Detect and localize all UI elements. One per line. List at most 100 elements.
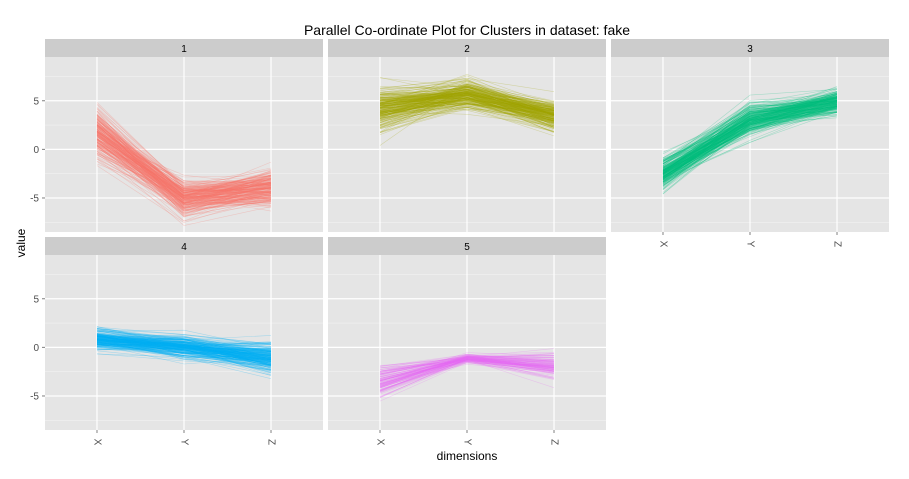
data-line xyxy=(379,92,555,106)
facet-panels: 1 5 0 -5 2 3 X Y Z 4 5 0 -5 X Y Z 5 X Y Z xyxy=(30,39,889,446)
data-line xyxy=(379,84,555,146)
data-line xyxy=(96,337,272,365)
data-line xyxy=(379,93,555,122)
data-line xyxy=(379,357,555,386)
data-line xyxy=(379,84,555,113)
data-line xyxy=(379,355,555,372)
data-line xyxy=(379,89,555,115)
data-line xyxy=(96,330,272,353)
data-line xyxy=(662,111,838,190)
data-line xyxy=(96,329,272,351)
data-line xyxy=(662,96,838,167)
data-line xyxy=(379,92,555,116)
data-line xyxy=(96,139,272,217)
data-line xyxy=(96,132,272,196)
data-line xyxy=(379,92,555,111)
data-line xyxy=(96,145,272,194)
data-line xyxy=(379,89,555,128)
data-line xyxy=(379,100,555,107)
data-line xyxy=(662,102,838,179)
data-line xyxy=(379,354,555,375)
data-line xyxy=(96,343,272,359)
data-line xyxy=(379,92,555,120)
data-line xyxy=(379,358,555,398)
data-line xyxy=(379,109,555,133)
data-line xyxy=(379,353,555,388)
data-line xyxy=(379,96,555,112)
data-line xyxy=(379,80,555,109)
data-line xyxy=(96,332,272,360)
data-line xyxy=(96,140,272,202)
data-line xyxy=(662,100,838,178)
data-line xyxy=(662,102,838,172)
data-line xyxy=(662,101,838,176)
data-line xyxy=(96,106,272,189)
data-line xyxy=(96,330,272,345)
data-line xyxy=(662,101,838,172)
data-line xyxy=(96,146,272,202)
data-line xyxy=(379,352,555,383)
data-line xyxy=(96,114,272,188)
data-line xyxy=(96,126,272,194)
data-line xyxy=(662,108,838,178)
data-line xyxy=(662,92,838,171)
data-line xyxy=(379,360,555,382)
data-line xyxy=(96,338,272,360)
data-line xyxy=(662,107,838,183)
data-line xyxy=(379,94,555,113)
data-line xyxy=(662,106,838,177)
data-line xyxy=(379,107,555,137)
data-line xyxy=(379,358,555,379)
data-line xyxy=(379,359,555,388)
data-line xyxy=(379,86,555,107)
data-line xyxy=(379,361,555,398)
data-line xyxy=(96,344,272,371)
data-line xyxy=(379,88,555,117)
data-line xyxy=(96,333,272,355)
data-line xyxy=(379,91,555,117)
data-line xyxy=(96,343,272,360)
data-line xyxy=(379,96,555,120)
data-line xyxy=(662,99,838,178)
data-line xyxy=(96,126,272,192)
data-line xyxy=(662,101,838,178)
data-line xyxy=(662,97,838,175)
data-line xyxy=(379,102,555,125)
data-line xyxy=(662,102,838,168)
data-line xyxy=(662,103,838,174)
data-line xyxy=(379,94,555,119)
data-line xyxy=(379,91,555,112)
data-line xyxy=(96,129,272,202)
data-line xyxy=(96,125,272,195)
data-line xyxy=(379,88,555,111)
data-line xyxy=(662,101,838,171)
data-line xyxy=(96,333,272,356)
data-line xyxy=(96,127,272,200)
series-lines xyxy=(379,348,555,402)
data-line xyxy=(379,362,555,390)
data-line xyxy=(96,343,272,365)
data-line xyxy=(379,77,555,109)
data-line xyxy=(379,85,555,124)
data-line xyxy=(96,338,272,373)
data-line xyxy=(379,85,555,109)
data-line xyxy=(379,78,555,117)
data-line xyxy=(96,121,272,206)
data-line xyxy=(662,109,838,173)
data-line xyxy=(662,96,838,174)
data-line xyxy=(662,100,838,162)
data-line xyxy=(96,338,272,362)
data-line xyxy=(96,342,272,368)
data-line xyxy=(96,136,272,199)
data-line xyxy=(96,136,272,201)
data-line xyxy=(96,165,272,223)
data-line xyxy=(96,139,272,199)
data-line xyxy=(96,331,272,355)
data-line xyxy=(96,347,272,365)
data-line xyxy=(379,78,555,122)
data-line xyxy=(96,340,272,364)
data-line xyxy=(662,104,838,165)
data-line xyxy=(96,346,272,360)
data-line xyxy=(662,96,838,171)
data-line xyxy=(379,86,555,115)
